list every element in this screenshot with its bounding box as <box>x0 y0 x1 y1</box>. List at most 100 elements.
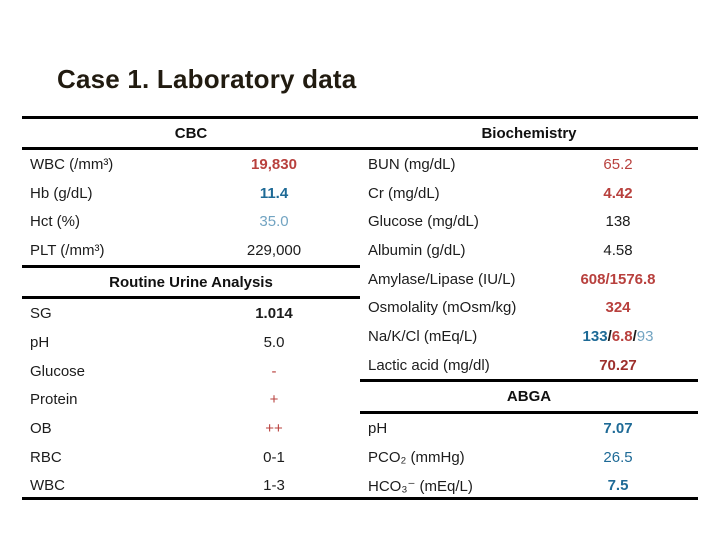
value-segment: - <box>271 362 277 380</box>
row-value: 133/6.8/93 <box>538 328 698 345</box>
row-value: 5.0 <box>188 334 360 351</box>
row-value: 7.5 <box>538 477 698 494</box>
row-label: RBC <box>30 448 62 466</box>
table-row: PCO₂ (mmHg) 26.5 <box>360 443 698 472</box>
table-row: RBC 0-1 <box>22 443 360 472</box>
value-segment: 0-1 <box>263 448 285 466</box>
value-segment: 6.8 <box>611 327 633 345</box>
row-value: 324 <box>538 299 698 316</box>
table-row: Lactic acid (mg/dl) 70.27 <box>360 351 698 380</box>
row-value: 26.5 <box>538 449 698 466</box>
row-value: 35.0 <box>188 213 360 230</box>
page-title: Case 1. Laboratory data <box>57 64 357 94</box>
row-value: + <box>188 391 360 408</box>
table-row: Protein + <box>22 385 360 414</box>
row-label: Na/K/Cl (mEq/L) <box>368 327 478 345</box>
table-row: SG 1.014 <box>22 299 360 328</box>
value-segment: 7.5 <box>607 477 629 495</box>
row-label: SG <box>30 305 52 323</box>
row-label: PCO₂ (mmHg) <box>368 448 465 466</box>
row-value: 138 <box>538 213 698 230</box>
value-segment: 324 <box>605 299 631 317</box>
row-label: Glucose <box>30 362 86 380</box>
value-segment: 4.58 <box>603 241 633 259</box>
row-value: 229,000 <box>188 242 360 259</box>
row-label: Osmolality (mOsm/kg) <box>368 299 517 317</box>
table-bottom-border <box>22 497 698 500</box>
row-label: pH <box>368 419 388 437</box>
section-header-row: ABGA <box>360 379 698 415</box>
row-label: BUN (mg/dL) <box>368 155 456 173</box>
value-segment: 35.0 <box>259 213 289 231</box>
row-label: Glucose (mg/dL) <box>368 213 479 231</box>
row-value: 11.4 <box>188 185 360 202</box>
table-row: Albumin (g/dL) 4.58 <box>360 236 698 265</box>
row-label: Cr (mg/dL) <box>368 184 440 202</box>
value-segment: / <box>632 327 637 345</box>
row-label: Albumin (g/dL) <box>368 241 466 259</box>
value-segment: 93 <box>636 327 654 345</box>
table-row: HCO₃⁻ (mEq/L) 7.5 <box>360 471 698 500</box>
cbc-table-header: CBC <box>174 124 208 142</box>
table-row: Amylase/Lipase (IU/L) 608/1576.8 <box>360 265 698 294</box>
row-value: 4.42 <box>538 185 698 202</box>
row-value: 19,830 <box>188 156 360 173</box>
row-value: - <box>188 363 360 380</box>
table-row: OB ++ <box>22 414 360 443</box>
table-header-row: CBC Biochemistry <box>22 116 698 150</box>
row-label: Hct (%) <box>30 213 80 231</box>
row-label: PLT (/mm³) <box>30 241 105 259</box>
table-row: pH 7.07 <box>360 414 698 443</box>
row-value: ++ <box>188 420 360 437</box>
section-title: ABGA <box>506 388 552 406</box>
section-title: Routine Urine Analysis <box>109 273 273 291</box>
value-segment: 1-3 <box>263 477 285 495</box>
value-segment: 5.0 <box>263 333 285 351</box>
cbc-urine-table: WBC (/mm³) 19,830 Hb (g/dL) 11.4 Hct (%) 35.0… <box>22 150 360 500</box>
row-label: WBC (/mm³) <box>30 155 114 173</box>
value-segment: 26.5 <box>603 448 633 466</box>
section-header-row: Routine Urine Analysis <box>22 264 360 300</box>
biochemistry-table-header: Biochemistry <box>481 124 577 142</box>
row-value: 0-1 <box>188 449 360 466</box>
table-row: WBC (/mm³) 19,830 <box>22 150 360 179</box>
table-row: Hct (%) 35.0 <box>22 207 360 236</box>
row-label: Hb (g/dL) <box>30 184 93 202</box>
value-segment: 7.07 <box>603 419 633 437</box>
table-row: Glucose - <box>22 357 360 386</box>
table-row: Hb (g/dL) 11.4 <box>22 179 360 208</box>
row-label: OB <box>30 419 52 437</box>
row-label: Amylase/Lipase (IU/L) <box>368 270 516 288</box>
table-row: PLT (/mm³) 229,000 <box>22 236 360 265</box>
table-row: Osmolality (mOsm/kg) 324 <box>360 293 698 322</box>
value-segment: 11.4 <box>259 184 289 202</box>
table-row: BUN (mg/dL) 65.2 <box>360 150 698 179</box>
value-segment: 19,830 <box>251 155 297 173</box>
table-row: pH 5.0 <box>22 328 360 357</box>
value-segment: / <box>607 327 612 345</box>
value-segment: 4.42 <box>603 184 633 202</box>
row-value: 4.58 <box>538 242 698 259</box>
row-label: HCO₃⁻ (mEq/L) <box>368 477 473 495</box>
value-segment: ++ <box>265 419 283 437</box>
row-value: 608/1576.8 <box>538 271 698 288</box>
row-label: Protein <box>30 391 78 409</box>
row-value: 7.07 <box>538 420 698 437</box>
row-value: 65.2 <box>538 156 698 173</box>
biochemistry-abga-table: BUN (mg/dL) 65.2 Cr (mg/dL) 4.42 Glucose (mg… <box>360 150 698 500</box>
row-label: pH <box>30 333 50 351</box>
value-segment: 1.014 <box>255 305 293 323</box>
value-segment: 133 <box>582 327 608 345</box>
value-segment: 608/1576.8 <box>580 270 656 288</box>
row-value: 1-3 <box>188 477 360 494</box>
value-segment: 138 <box>605 213 631 231</box>
value-segment: + <box>269 391 279 409</box>
row-label: Lactic acid (mg/dl) <box>368 356 490 374</box>
table-row: WBC 1-3 <box>22 471 360 500</box>
value-segment: 229,000 <box>246 241 302 259</box>
row-label: WBC <box>30 477 65 495</box>
table-row: Na/K/Cl (mEq/L) 133/6.8/93 <box>360 322 698 351</box>
value-segment: 65.2 <box>603 155 633 173</box>
row-value: 70.27 <box>538 357 698 374</box>
